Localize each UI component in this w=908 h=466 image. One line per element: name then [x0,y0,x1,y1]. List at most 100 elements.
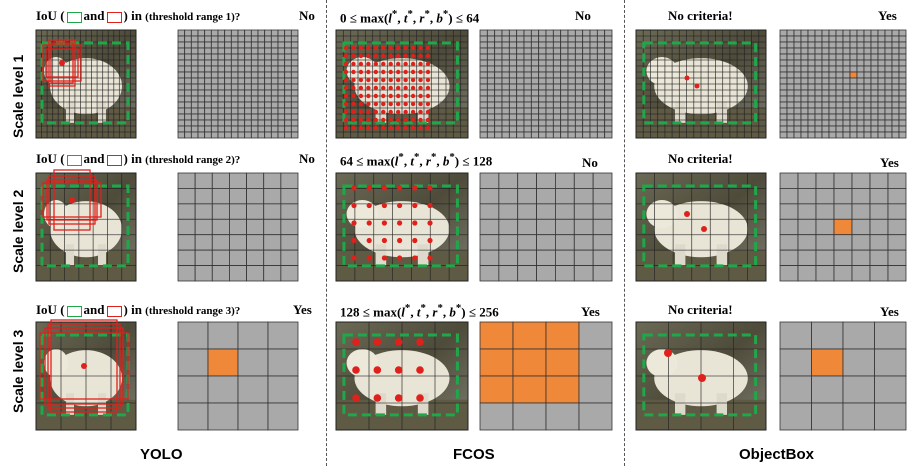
fcos-grid-1-cell [508,65,518,73]
objectbox-grid-2-cell [815,234,835,251]
yolo-grid-2-cell [177,172,196,189]
fcos-point-2 [427,255,433,261]
objectbox-answer-3: Yes [880,304,899,319]
fcos-point-2 [351,220,357,226]
objectbox-grid-1-cell [800,107,809,115]
fcos-point-1 [418,101,423,107]
fcos-point-1 [395,109,401,115]
fcos-point-1 [366,125,371,131]
yolo-grid-2-cell [246,218,265,236]
yolo-grid-1-cell [204,83,212,91]
green-box-icon [66,11,82,23]
objectbox-grid-1-cell [807,125,816,133]
objectbox-grid-2-cell [815,172,835,189]
fcos-grid-1-cell [494,125,503,133]
yolo-grid-1-cell [184,59,192,67]
fcos-point-1 [343,125,349,131]
yolo-grid-2-cell [246,265,265,282]
fcos-grid-1-cell [516,125,525,133]
objectbox-grid-1-cell [835,47,844,55]
objectbox-grid-1-cell [814,47,823,55]
fcos-grid-1-cell [508,131,518,139]
yolo-grid-1-cell [184,29,192,37]
yolo-grid-2-cell [229,249,247,266]
yolo-grid-1-cell [217,29,226,37]
fcos-point-1 [366,101,371,107]
yolo-grid-1-cell [197,65,206,73]
objectbox-grid-1-cell [891,29,900,37]
fcos-point-1 [381,77,386,83]
fcos-grid-1-cell [545,119,554,127]
fcos-grid-1-cell [567,113,576,121]
objectbox-grid-2-cell [779,188,799,205]
objectbox-grid-1-cell [835,29,844,37]
yolo-grid-1-cell [204,119,212,127]
fcos-point-1 [343,85,349,91]
yolo-grid-3-cell [237,321,269,350]
fcos-grid-1-cell [552,47,562,55]
fcos-grid-2-cell [592,265,613,282]
fcos-point-1 [388,61,393,67]
fcos-grid-1-cell [501,53,510,61]
fcos-grid-1-cell [545,71,554,79]
objectbox-grid-1-cell [807,83,816,91]
yolo-grid-1-cell [217,113,226,121]
objectbox-grid-1-cell [863,89,872,97]
fcos-grid-1-cell [501,107,510,115]
fcos-grid-1-cell [479,47,488,55]
fcos-point-1 [366,109,371,115]
objectbox-grid-1-cell [884,89,893,97]
fcos-grid-1-cell [494,107,503,115]
objectbox-header-1: No criteria! [668,8,733,23]
yolo-grid-1-cell [277,41,286,49]
fcos-grid-1-cell [538,71,547,79]
fcos-grid-1-cell [538,101,547,109]
fcos-grid-1-cell [604,53,613,61]
objectbox-grid-1-cell [793,77,802,85]
yolo-grid-3-cell [267,402,299,431]
objectbox-grid-1-cell [849,101,858,109]
objectbox-grid-1-cell [779,29,788,37]
objectbox-grid-1-cell [849,95,858,103]
fcos-grid-1-cell [516,83,525,91]
yolo-grid-1-cell [230,119,239,127]
yolo-grid-1-cell [244,41,252,49]
objectbox-grid-1-cell [814,131,823,139]
objectbox-grid-1-cell [891,89,900,97]
fcos-grid-1-cell [523,89,532,97]
yolo-grid-1-cell [204,53,212,61]
yolo-grid-1-cell [210,29,219,37]
objectbox-point-3 [664,349,672,357]
yolo-grid-2-cell [194,234,213,251]
fcos-grid-1-cell [604,29,613,37]
yolo-grid-1-cell [284,65,292,73]
yolo-grid-1-cell [224,125,232,133]
fcos-grid-3-positive-cell [545,321,580,350]
objectbox-grid-1-cell [835,107,844,115]
fcos-grid-1-cell [582,71,591,79]
fcos-photo-1-gt-box [342,41,459,125]
fcos-grid-1-cell [560,107,569,115]
yolo-grid-1-cell [177,125,186,133]
fcos-point-1 [403,85,408,91]
yolo-grid-1-cell [290,83,299,91]
objectbox-grid-1-cell [814,83,823,91]
objectbox-grid-1-cell [786,119,795,127]
fcos-point-1 [395,117,401,123]
objectbox-grid-1-cell [786,83,795,91]
objectbox-grid-1-cell [891,119,900,127]
fcos-grid-1-cell [486,107,496,115]
fcos-grid-1-cell [604,77,613,85]
fcos-point-1 [343,117,349,123]
yolo-grid-1-cell [250,95,259,103]
fcos-grid-1-cell [567,29,576,37]
fcos-grid-1-cell [596,83,606,91]
objectbox-grid-1-cell [849,53,858,61]
yolo-grid-2-cell [246,188,265,205]
objectbox-grid-1-cell [863,125,872,133]
fcos-grid-1-cell [604,131,613,139]
yolo-grid-1-cell [290,53,299,61]
fcos-grid-2-cell [592,218,613,236]
objectbox-grid-2-cell [833,172,853,189]
fcos-point-1 [388,125,393,131]
